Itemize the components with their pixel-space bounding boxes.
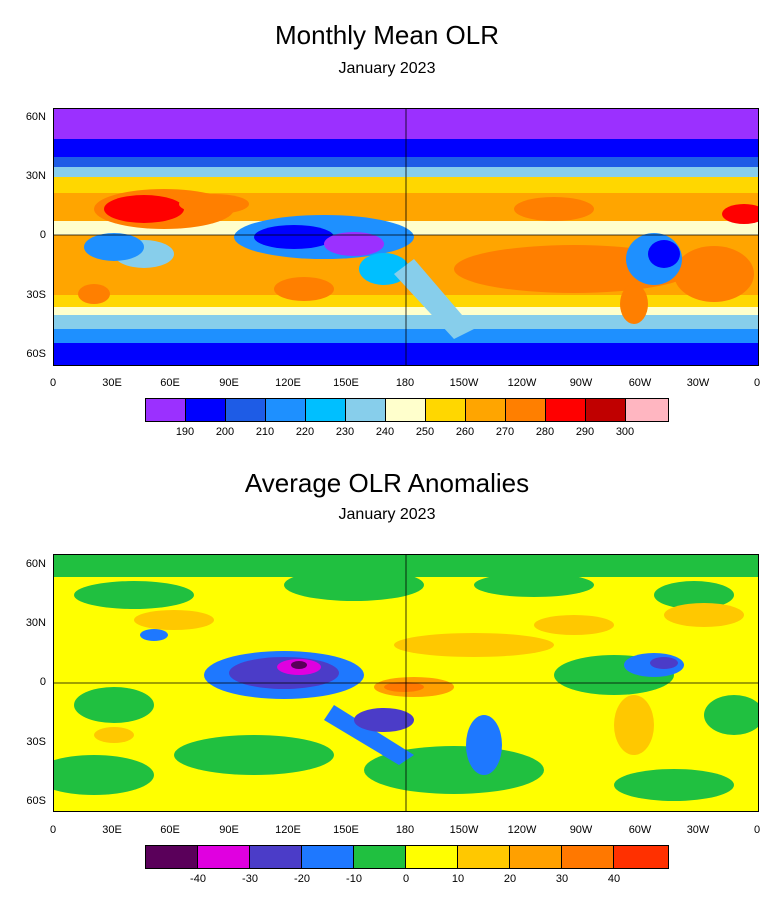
p2-lon-60w: 60W xyxy=(628,824,652,836)
p1-cb-label-10: 290 xyxy=(575,426,595,438)
panel2-map xyxy=(53,554,759,812)
p2-lat-60n: 60N xyxy=(25,558,46,570)
p1-cb-label-2: 210 xyxy=(255,426,275,438)
p1-swatch-11 xyxy=(586,399,626,421)
p1-lon-0: 0 xyxy=(49,377,57,389)
p1-lon-120w: 120W xyxy=(507,377,537,389)
p2-swatch-5 xyxy=(406,846,458,868)
p1-cb-label-8: 270 xyxy=(495,426,515,438)
p2-cb-label-1: -30 xyxy=(242,873,258,885)
p2-cb-label-0: -40 xyxy=(190,873,206,885)
p2-cb-label-6: 20 xyxy=(503,873,517,885)
p1-swatch-10 xyxy=(546,399,586,421)
p1-cb-label-6: 250 xyxy=(415,426,435,438)
p1-lon-30w: 30W xyxy=(686,377,710,389)
p2-cb-label-5: 10 xyxy=(451,873,465,885)
p1-swatch-6 xyxy=(386,399,426,421)
p2-swatch-3 xyxy=(302,846,354,868)
p1-lon-30e: 30E xyxy=(102,377,122,389)
p2-swatch-8 xyxy=(562,846,614,868)
p1-lat-60s: 60S xyxy=(26,348,46,360)
p2-swatch-2 xyxy=(250,846,302,868)
p2-lon-180: 180 xyxy=(395,824,415,836)
p1-cb-label-0: 190 xyxy=(175,426,195,438)
p2-lon-120w: 120W xyxy=(507,824,537,836)
p2-cb-label-2: -20 xyxy=(294,873,310,885)
p1-swatch-2 xyxy=(226,399,266,421)
p1-swatch-8 xyxy=(466,399,506,421)
panel2-colorbar xyxy=(145,845,669,869)
p1-lon-90e: 90E xyxy=(219,377,239,389)
p2-swatch-6 xyxy=(458,846,510,868)
p2-swatch-4 xyxy=(354,846,406,868)
p1-lat-0: 0 xyxy=(39,229,46,241)
p2-swatch-9 xyxy=(614,846,668,868)
panel1-subtitle: January 2023 xyxy=(338,60,436,77)
p1-lon-0b: 0 xyxy=(753,377,761,389)
p2-lon-150w: 150W xyxy=(449,824,479,836)
p1-cb-label-3: 220 xyxy=(295,426,315,438)
p1-swatch-12 xyxy=(626,399,668,421)
p2-cb-label-7: 30 xyxy=(555,873,569,885)
p2-cb-label-4: 0 xyxy=(402,873,410,885)
p1-lon-90w: 90W xyxy=(569,377,593,389)
p1-cb-label-1: 200 xyxy=(215,426,235,438)
p1-cb-label-11: 300 xyxy=(615,426,635,438)
p1-swatch-3 xyxy=(266,399,306,421)
p2-lon-30e: 30E xyxy=(102,824,122,836)
p2-lon-90e: 90E xyxy=(219,824,239,836)
panel1-title: Monthly Mean OLR xyxy=(275,20,499,50)
p1-cb-label-4: 230 xyxy=(335,426,355,438)
p2-lon-90w: 90W xyxy=(569,824,593,836)
p1-cb-label-9: 280 xyxy=(535,426,555,438)
p1-swatch-4 xyxy=(306,399,346,421)
p1-lon-60e: 60E xyxy=(160,377,180,389)
p1-cb-label-7: 260 xyxy=(455,426,475,438)
p1-lat-30s: 30S xyxy=(26,289,46,301)
panel2-subtitle: January 2023 xyxy=(338,506,436,523)
p2-lon-120e: 120E xyxy=(275,824,301,836)
p2-lon-150e: 150E xyxy=(333,824,359,836)
p1-swatch-5 xyxy=(346,399,386,421)
panel2-title: Average OLR Anomalies xyxy=(244,468,530,498)
p2-lat-60s: 60S xyxy=(26,795,46,807)
p2-lon-0: 0 xyxy=(49,824,57,836)
p1-lat-60n: 60N xyxy=(25,111,46,123)
p1-lon-150w: 150W xyxy=(449,377,479,389)
p2-lat-30s: 30S xyxy=(26,736,46,748)
p2-swatch-1 xyxy=(198,846,250,868)
p1-lon-150e: 150E xyxy=(333,377,359,389)
panel1-map xyxy=(53,108,759,366)
p1-lon-180: 180 xyxy=(395,377,415,389)
p2-cb-label-8: 40 xyxy=(607,873,621,885)
p2-swatch-0 xyxy=(146,846,198,868)
p2-cb-label-3: -10 xyxy=(346,873,362,885)
p2-swatch-7 xyxy=(510,846,562,868)
p1-swatch-7 xyxy=(426,399,466,421)
p2-lon-60e: 60E xyxy=(160,824,180,836)
p2-lon-30w: 30W xyxy=(686,824,710,836)
p2-lon-0b: 0 xyxy=(753,824,761,836)
p1-cb-label-5: 240 xyxy=(375,426,395,438)
p1-swatch-9 xyxy=(506,399,546,421)
p1-lat-30n: 30N xyxy=(25,170,46,182)
p1-lon-120e: 120E xyxy=(275,377,301,389)
p1-swatch-0 xyxy=(146,399,186,421)
panel1-colorbar xyxy=(145,398,669,422)
p1-lon-60w: 60W xyxy=(628,377,652,389)
p2-lat-0: 0 xyxy=(39,676,46,688)
p2-lat-30n: 30N xyxy=(25,617,46,629)
p1-swatch-1 xyxy=(186,399,226,421)
